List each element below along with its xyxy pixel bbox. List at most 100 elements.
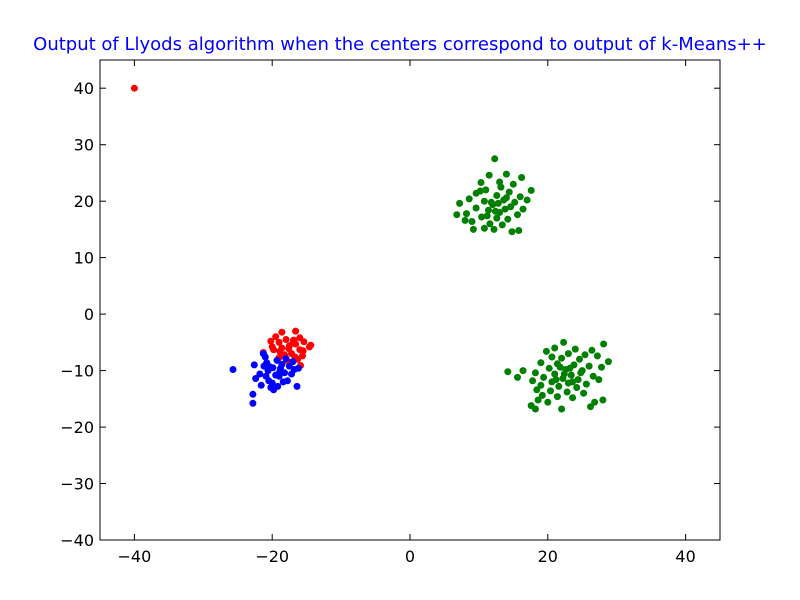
data-point xyxy=(502,170,510,178)
y-tick-label: −40 xyxy=(60,531,94,550)
data-point xyxy=(267,337,275,345)
data-point xyxy=(564,350,572,358)
data-point xyxy=(252,375,260,382)
data-point xyxy=(269,364,277,372)
data-point xyxy=(300,338,308,346)
data-point xyxy=(576,355,583,363)
data-point xyxy=(551,344,559,352)
data-point xyxy=(461,216,469,224)
data-point xyxy=(544,398,552,406)
data-point xyxy=(468,218,476,225)
data-point xyxy=(599,396,607,404)
data-point xyxy=(558,354,566,362)
data-point xyxy=(514,373,521,381)
y-tick-label: −20 xyxy=(60,418,94,437)
data-point xyxy=(305,343,313,351)
data-point xyxy=(285,342,293,350)
y-tick-label: −30 xyxy=(60,475,94,494)
data-point xyxy=(566,364,574,372)
data-point xyxy=(465,195,473,203)
data-point xyxy=(598,363,605,371)
data-point xyxy=(573,384,581,391)
data-point xyxy=(257,381,265,389)
data-point xyxy=(276,368,284,376)
x-tick-label: 40 xyxy=(675,547,695,566)
data-point xyxy=(507,203,515,211)
data-point xyxy=(493,214,501,222)
data-point xyxy=(496,178,504,186)
data-point xyxy=(485,171,493,179)
data-point xyxy=(531,405,539,413)
points-layer xyxy=(130,84,612,413)
data-point xyxy=(551,370,559,378)
data-point xyxy=(275,338,283,346)
data-point xyxy=(494,199,502,207)
data-point xyxy=(515,227,523,234)
data-point xyxy=(563,388,571,396)
data-point xyxy=(545,364,553,372)
data-point xyxy=(456,199,464,207)
data-point xyxy=(580,389,588,397)
data-point xyxy=(262,372,270,380)
data-point xyxy=(482,186,490,194)
data-point xyxy=(533,386,541,394)
data-point xyxy=(477,179,485,186)
data-point xyxy=(555,382,563,390)
data-point xyxy=(261,353,269,361)
y-tick-label: −10 xyxy=(60,362,94,381)
data-point xyxy=(249,390,257,398)
x-tick-label: 20 xyxy=(538,547,558,566)
data-point xyxy=(480,197,488,205)
data-point xyxy=(270,346,278,354)
data-point xyxy=(498,221,506,229)
data-point xyxy=(273,356,281,364)
data-point xyxy=(480,224,488,232)
data-point xyxy=(600,340,608,348)
data-point xyxy=(130,84,138,92)
data-point xyxy=(260,362,268,370)
data-point xyxy=(519,367,527,375)
data-point xyxy=(289,358,297,366)
data-point xyxy=(256,370,264,378)
y-tick-label: 0 xyxy=(84,305,94,324)
data-point xyxy=(589,372,597,380)
data-point xyxy=(519,205,527,213)
data-point xyxy=(538,391,546,399)
data-point xyxy=(485,206,492,214)
data-point xyxy=(595,376,603,384)
data-point xyxy=(518,174,526,181)
data-point xyxy=(282,336,290,343)
data-point xyxy=(531,369,539,377)
data-point xyxy=(453,211,461,219)
data-point xyxy=(593,352,601,360)
data-point xyxy=(516,193,524,201)
data-point xyxy=(571,345,579,353)
data-point xyxy=(283,377,291,385)
data-point xyxy=(540,373,548,381)
data-point xyxy=(553,393,561,401)
data-point xyxy=(290,336,298,344)
data-point xyxy=(274,382,282,390)
data-point xyxy=(537,381,545,389)
data-point xyxy=(529,377,537,385)
data-point xyxy=(250,361,258,369)
data-point xyxy=(272,333,280,341)
data-point xyxy=(514,211,521,219)
data-point xyxy=(486,220,494,228)
data-point xyxy=(527,186,535,194)
data-point xyxy=(299,347,307,355)
data-point xyxy=(569,378,577,386)
ticks-layer: −40 −20 0 20 40 −40 −30 −20 −10 0 10 20 30 40 xyxy=(60,60,720,566)
data-point xyxy=(478,213,486,221)
data-point xyxy=(476,187,484,195)
data-point xyxy=(548,353,556,361)
data-point xyxy=(493,192,501,199)
data-point xyxy=(229,366,237,373)
chart-title: Output of Llyods algorithm when the cent… xyxy=(33,34,767,55)
data-point xyxy=(282,355,290,363)
data-point xyxy=(552,376,560,384)
data-point xyxy=(509,180,517,188)
y-tick-label: 40 xyxy=(74,79,94,98)
data-point xyxy=(558,405,566,413)
